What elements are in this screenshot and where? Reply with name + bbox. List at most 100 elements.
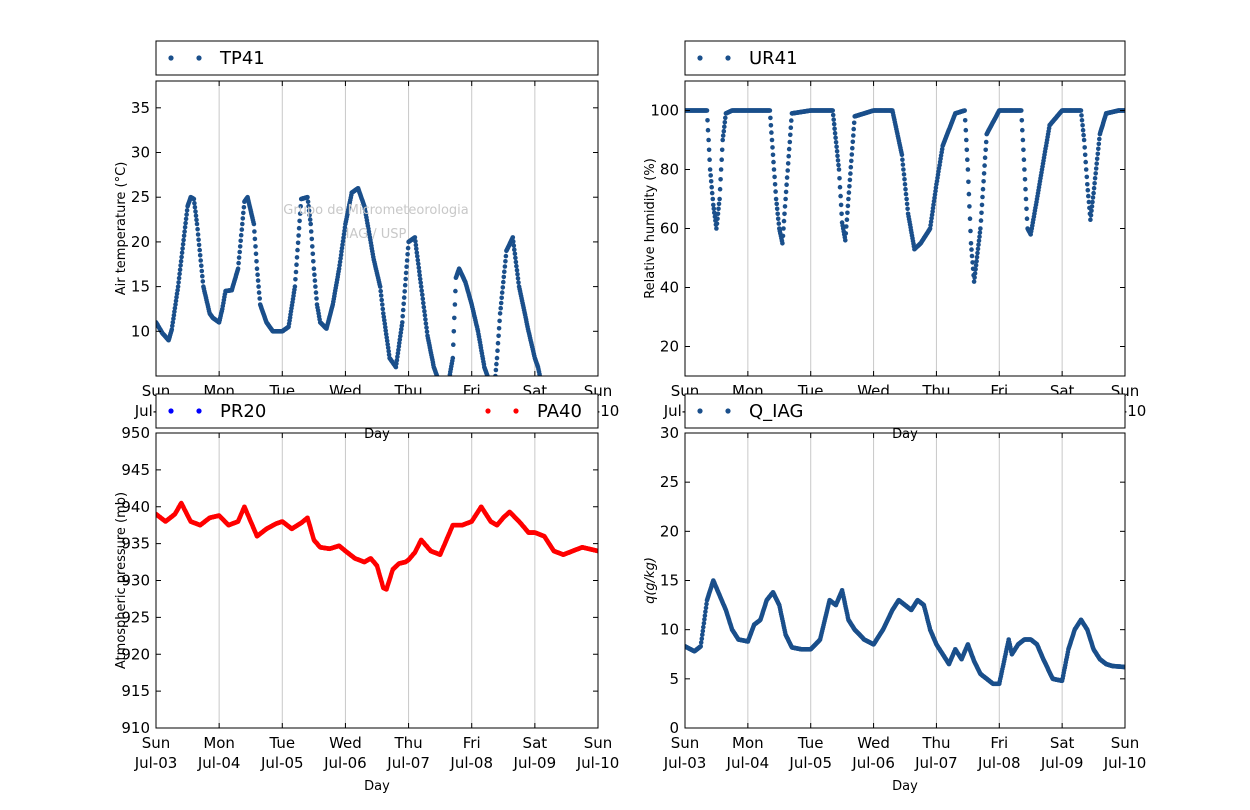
- data-point: [423, 317, 428, 322]
- data-point: [453, 288, 458, 294]
- data-point: [180, 242, 186, 247]
- data-point: [380, 302, 385, 307]
- data-point: [1020, 127, 1025, 133]
- data-point: [495, 340, 501, 346]
- data-point: [775, 211, 780, 217]
- data-point: [1022, 177, 1028, 182]
- y-tick-label: 10: [660, 621, 679, 639]
- data-point: [439, 385, 444, 390]
- data-point: [834, 144, 839, 150]
- data-point: [930, 205, 936, 211]
- data-point: [311, 266, 317, 272]
- data-point: [1091, 190, 1096, 196]
- data-point: [442, 388, 447, 393]
- watermark-line-1: Grupo de Micrometeorologia: [283, 203, 469, 218]
- data-point: [446, 381, 451, 386]
- data-point: [400, 320, 405, 325]
- x-axis-label: Day: [892, 427, 918, 442]
- data-point: [930, 209, 935, 214]
- data-point: [833, 135, 838, 140]
- data-point: [839, 211, 844, 217]
- subplot-q: 0 5 10 15 20 25 30 Sun Jul-03 Mon Jul-04 Tue Jul-05 W…: [643, 393, 1146, 794]
- y-tick-label: 10: [131, 322, 150, 340]
- data-point: [488, 382, 493, 387]
- data-point: [707, 167, 713, 172]
- data-point: [1088, 212, 1094, 218]
- data-point: [183, 220, 188, 226]
- legend: Q_IAG: [684, 393, 1126, 429]
- data-point: [1090, 195, 1096, 200]
- data-point: [236, 255, 242, 260]
- data-point: [383, 331, 389, 337]
- data-point: [178, 258, 184, 264]
- data-point: [831, 121, 837, 127]
- y-tick-label: 940: [121, 498, 150, 516]
- data-point: [847, 184, 852, 189]
- y-tick-label: 40: [660, 279, 679, 297]
- data-point: [169, 327, 175, 332]
- data-point: [297, 218, 302, 224]
- data-point: [437, 381, 442, 386]
- data-point: [498, 305, 504, 311]
- data-point: [851, 126, 856, 132]
- data-point: [1086, 193, 1091, 199]
- data-point: [339, 249, 344, 254]
- legend-marker: [697, 408, 703, 414]
- data-point: [307, 217, 313, 222]
- data-point: [422, 313, 428, 318]
- data-point: [180, 246, 185, 251]
- data-point: [175, 284, 181, 289]
- data-point: [174, 295, 179, 300]
- data-point: [969, 253, 975, 259]
- data-point: [340, 238, 346, 244]
- data-point: [715, 216, 720, 221]
- data-point: [772, 174, 777, 180]
- data-point: [492, 386, 497, 391]
- data-point: [310, 251, 316, 257]
- data-point: [836, 162, 841, 168]
- data-point: [401, 301, 407, 307]
- y-axis-label: Air temperature (°C): [114, 162, 129, 296]
- data-point: [294, 262, 299, 268]
- data-point: [708, 179, 714, 184]
- data-point: [195, 232, 201, 237]
- data-point: [844, 224, 849, 229]
- data-point: [905, 206, 910, 212]
- data-point: [199, 268, 205, 274]
- data-point: [306, 203, 311, 209]
- x-tick-label-date: Jul-07: [386, 754, 430, 772]
- data-point: [844, 217, 850, 222]
- legend: UR41: [684, 40, 1126, 76]
- data-point: [788, 125, 794, 130]
- data-point: [452, 302, 458, 307]
- data-point: [933, 188, 938, 194]
- data-point: [254, 259, 259, 264]
- data-point: [1096, 141, 1102, 147]
- data-point: [978, 218, 984, 223]
- data-point: [781, 218, 787, 224]
- x-axis-label: Day: [364, 427, 390, 442]
- data-point: [395, 351, 401, 356]
- data-point: [241, 210, 246, 216]
- data-point: [983, 139, 989, 145]
- y-tick-label: 100: [650, 102, 679, 120]
- data-point: [705, 127, 711, 133]
- data-point: [417, 273, 423, 278]
- data-point: [707, 157, 712, 162]
- data-point: [983, 147, 988, 153]
- data-point: [715, 211, 721, 217]
- data-point: [294, 255, 300, 260]
- data-point: [381, 314, 387, 320]
- data-point: [337, 263, 342, 268]
- data-point: [256, 290, 262, 295]
- data-point: [1078, 108, 1084, 113]
- data-point: [785, 168, 790, 173]
- data-point: [770, 152, 776, 158]
- data-point: [789, 118, 794, 123]
- data-point: [378, 288, 384, 294]
- data-point: [701, 621, 707, 626]
- data-point: [1023, 186, 1028, 192]
- data-point: [698, 644, 703, 649]
- data-point: [717, 196, 722, 202]
- data-point: [308, 221, 314, 227]
